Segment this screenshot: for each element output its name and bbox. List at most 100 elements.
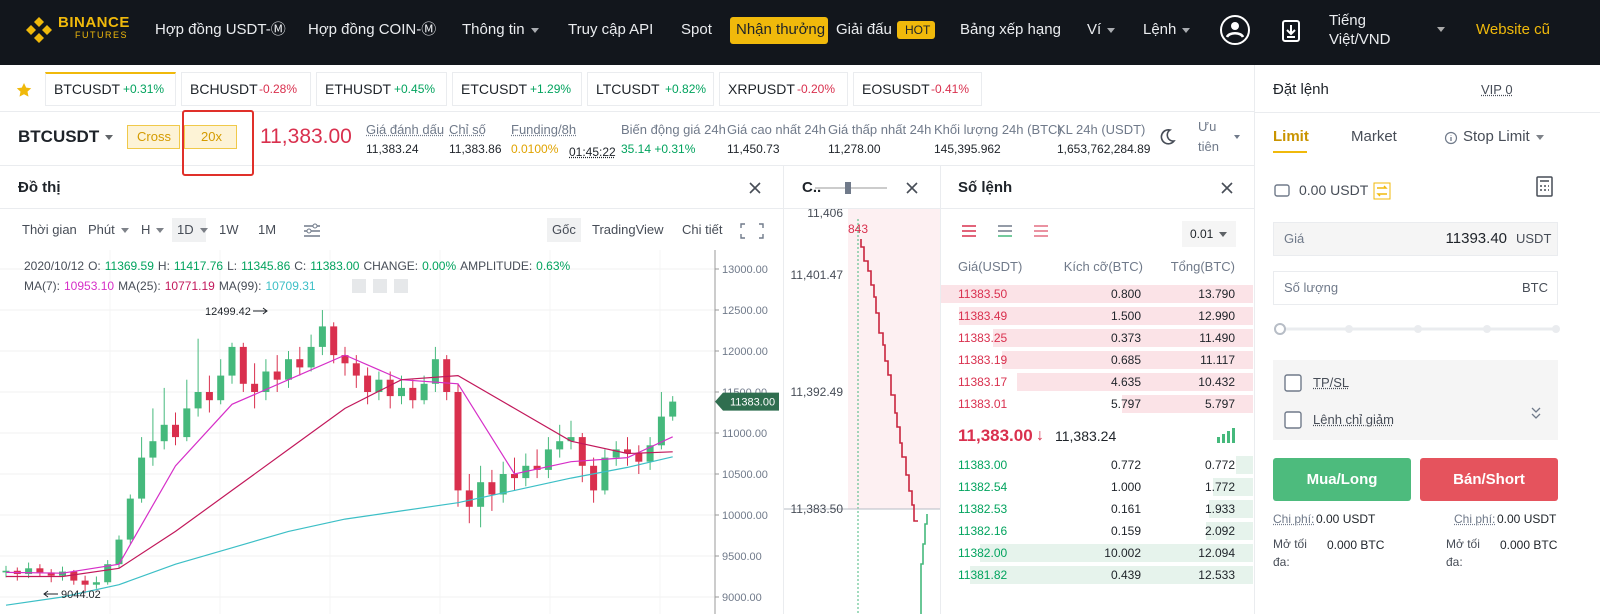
toolbar-item[interactable]: 1W (219, 222, 239, 237)
divider (783, 166, 784, 614)
candle-body (420, 383, 428, 401)
ticker-tab[interactable] (181, 72, 311, 106)
toolbar-item[interactable]: TradingView (592, 222, 664, 237)
candle-body (533, 465, 541, 470)
option[interactable]: TP/SL (1313, 375, 1350, 390)
candle-body (273, 371, 281, 380)
account-icon[interactable] (1219, 14, 1251, 46)
candle-body (567, 437, 575, 442)
info-label: O: (88, 259, 101, 273)
stat-label: Giá cao nhất 24h (727, 122, 827, 137)
toolbar-item[interactable]: Thời gian (22, 222, 77, 237)
mid-arrow: ↓ (1036, 427, 1044, 444)
nav-item[interactable]: Hợp đồng COIN-Ⓜ (308, 21, 437, 38)
price-input[interactable] (1273, 222, 1558, 256)
ticker-tab[interactable] (587, 72, 714, 106)
ticker-tab[interactable] (719, 72, 848, 106)
ob-price[interactable]: 11383.17 (958, 375, 1008, 389)
star-icon[interactable] (16, 82, 32, 98)
ticker-change: +0.31% (123, 82, 165, 96)
nav-item[interactable]: Lệnh (1143, 21, 1190, 39)
vip[interactable]: VIP 0 (1481, 82, 1513, 97)
ob-price[interactable]: 11381.82 (958, 568, 1008, 582)
calculator-icon[interactable] (1535, 176, 1555, 198)
checkboxes[interactable] (1284, 374, 1554, 430)
leverage-box[interactable] (184, 125, 237, 149)
ob-price[interactable]: 11382.16 (958, 524, 1008, 538)
info-label: CHANGE: (363, 259, 419, 273)
nav-item[interactable]: Thông tin (462, 21, 539, 39)
toolbar-icons[interactable] (302, 222, 772, 240)
nav-item[interactable]: Spot (681, 21, 712, 38)
nav-item[interactable]: Giải đấu (836, 21, 892, 38)
ob-price[interactable]: 11383.25 (958, 331, 1008, 345)
amount-slider[interactable] (1272, 320, 1562, 340)
depth-bar (1121, 395, 1253, 413)
toolbar-item[interactable]: Gốc (552, 222, 576, 237)
old-site[interactable]: Website cũ (1476, 21, 1550, 38)
reward-badge[interactable] (730, 17, 828, 44)
ticker-tab[interactable] (853, 72, 982, 106)
sell-button[interactable] (1420, 458, 1558, 501)
qty-input[interactable] (1273, 271, 1558, 305)
logo-sub: FUTURES (75, 30, 128, 40)
ob-price[interactable]: 11383.00 (958, 458, 1008, 472)
lang-caret[interactable] (1437, 27, 1447, 35)
candle-body (92, 582, 100, 585)
order-tab[interactable]: Limit (1273, 128, 1309, 145)
margin-box[interactable] (127, 125, 180, 149)
buy-button[interactable] (1273, 458, 1411, 501)
priority[interactable]: Ưu tiên (1198, 119, 1219, 154)
ob-total: 5.797 (1204, 397, 1235, 411)
depth-bar (993, 329, 1253, 347)
ma-toggles[interactable] (352, 279, 408, 293)
nav-item[interactable]: Ví (1087, 21, 1115, 39)
y-tick-label: 10500.00 (722, 469, 768, 481)
ob-header: Kích cỡ(BTC) (1063, 259, 1143, 274)
ob-header: Giá(USDT) (958, 259, 1023, 274)
input-unit: USDT (1516, 231, 1552, 246)
last-price: 11,383.00 (260, 125, 352, 148)
ticker-tab[interactable] (452, 72, 582, 106)
ob-price[interactable]: 11382.53 (958, 502, 1008, 516)
ob-price[interactable]: 11383.49 (958, 309, 1008, 323)
ticker-tab[interactable] (45, 72, 176, 106)
ticker-tab[interactable] (316, 72, 447, 106)
ticker-symbol: ETHUSDT (325, 81, 392, 97)
bid-line (920, 514, 928, 614)
ob-price[interactable]: 11382.54 (958, 480, 1008, 494)
option[interactable]: Lệnh chỉ giảm (1313, 412, 1394, 427)
ticker-row-line (0, 111, 1254, 112)
order-tab[interactable]: Stop Limit (1463, 128, 1544, 146)
toolbar-item[interactable]: Phút (88, 221, 129, 239)
nav-item[interactable]: Nhận thưởng (736, 21, 826, 38)
panel-title: Đồ thị (18, 179, 61, 196)
tool-active[interactable] (547, 218, 581, 242)
stat-label: Giá đánh dấu (366, 122, 445, 137)
ob-price[interactable]: 11383.19 (958, 353, 1008, 367)
nav-item[interactable]: Truy cập API (568, 21, 654, 38)
download-icon[interactable] (1281, 19, 1301, 43)
close-icon[interactable] (1219, 180, 1235, 196)
ob-price[interactable]: 11382.00 (958, 546, 1008, 560)
stat-value: 1,653,762,284.89 (1057, 142, 1151, 156)
theme-icon[interactable] (1158, 128, 1176, 146)
close-icons[interactable] (747, 180, 927, 196)
orderbook-view-icons[interactable] (958, 222, 1058, 240)
zoom-slider[interactable] (815, 180, 890, 196)
stat-label: Giá thấp nhất 24h (828, 122, 932, 137)
toolbar-item[interactable]: 1D (177, 221, 208, 239)
toolbar-item[interactable]: Chi tiết (682, 222, 723, 237)
toolbar-item[interactable]: H (141, 221, 164, 239)
max-label: Mở tối đa: (1273, 537, 1307, 569)
annotation-arrow (43, 590, 58, 598)
ma-name: MA(25): (118, 279, 161, 293)
order-tab[interactable]: Market (1351, 128, 1397, 145)
nav-item[interactable]: Bảng xếp hạng (960, 21, 1061, 38)
ob-price[interactable]: 11383.01 (958, 397, 1008, 411)
ma-value: 10953.10 (64, 279, 115, 293)
nav-item[interactable]: Hợp đồng USDT-Ⓜ (155, 21, 286, 38)
stat-label: Chỉ số (449, 122, 486, 137)
ob-price[interactable]: 11383.50 (958, 287, 1008, 301)
toolbar-item[interactable]: 1M (258, 222, 277, 237)
